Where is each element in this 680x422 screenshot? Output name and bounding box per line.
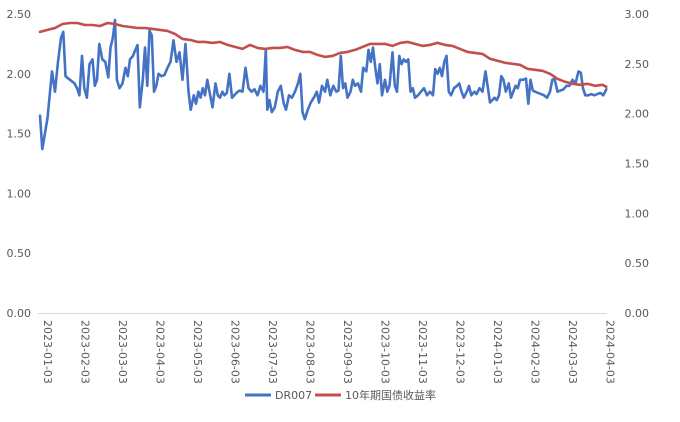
right-y-tick-label: 0.50 (625, 257, 650, 270)
plot-area (38, 18, 608, 151)
x-tick-label: 2023-09-03 (341, 320, 354, 384)
right-y-tick-label: 0.00 (625, 307, 650, 320)
x-tick-label: 2024-01-03 (491, 320, 504, 384)
x-tick-label: 2023-12-03 (454, 320, 467, 384)
right-y-tick-label: 1.00 (625, 207, 650, 220)
right-y-tick-label: 2.50 (625, 58, 650, 71)
left-y-axis: 0.00 0.50 1.00 1.50 2.00 2.50 (7, 8, 32, 320)
right-y-tick-label: 2.00 (625, 108, 650, 121)
x-tick-label: 2024-03-03 (566, 320, 579, 384)
x-tick-label: 2024-04-03 (604, 320, 617, 384)
legend: DR007 10年期国债收益率 (245, 388, 436, 402)
left-y-tick-label: 2.00 (7, 68, 32, 81)
x-tick-label: 2023-04-03 (154, 320, 167, 384)
x-tick-label: 2023-06-03 (229, 320, 242, 384)
series-line-treasury-10y (38, 21, 608, 89)
left-y-tick-label: 1.00 (7, 187, 32, 200)
right-y-axis: 0.00 0.50 1.00 1.50 2.00 2.50 3.00 (625, 8, 650, 320)
left-y-tick-label: 0.00 (7, 307, 32, 320)
legend-label: 10年期国债收益率 (345, 388, 436, 402)
x-tick-label: 2023-11-03 (416, 320, 429, 384)
left-y-tick-label: 0.50 (7, 247, 32, 260)
x-tick-label: 2023-05-03 (191, 320, 204, 384)
x-tick-label: 2023-10-03 (379, 320, 392, 384)
x-tick-label: 2023-07-03 (266, 320, 279, 384)
right-y-tick-label: 3.00 (625, 8, 650, 21)
x-axis: 2023-01-03 2023-02-03 2023-03-03 2023-04-03… (38, 313, 617, 384)
x-tick-label: 2024-02-03 (529, 320, 542, 384)
x-tick-label: 2023-03-03 (116, 320, 129, 384)
x-tick-label: 2023-02-03 (79, 320, 92, 384)
x-tick-label: 2023-01-03 (41, 320, 54, 384)
left-y-tick-label: 2.50 (7, 8, 32, 21)
x-tick-label: 2023-08-03 (304, 320, 317, 384)
series-line-dr007 (38, 18, 608, 151)
left-y-tick-label: 1.50 (7, 128, 32, 141)
right-y-tick-label: 1.50 (625, 158, 650, 171)
legend-label: DR007 (275, 389, 312, 402)
